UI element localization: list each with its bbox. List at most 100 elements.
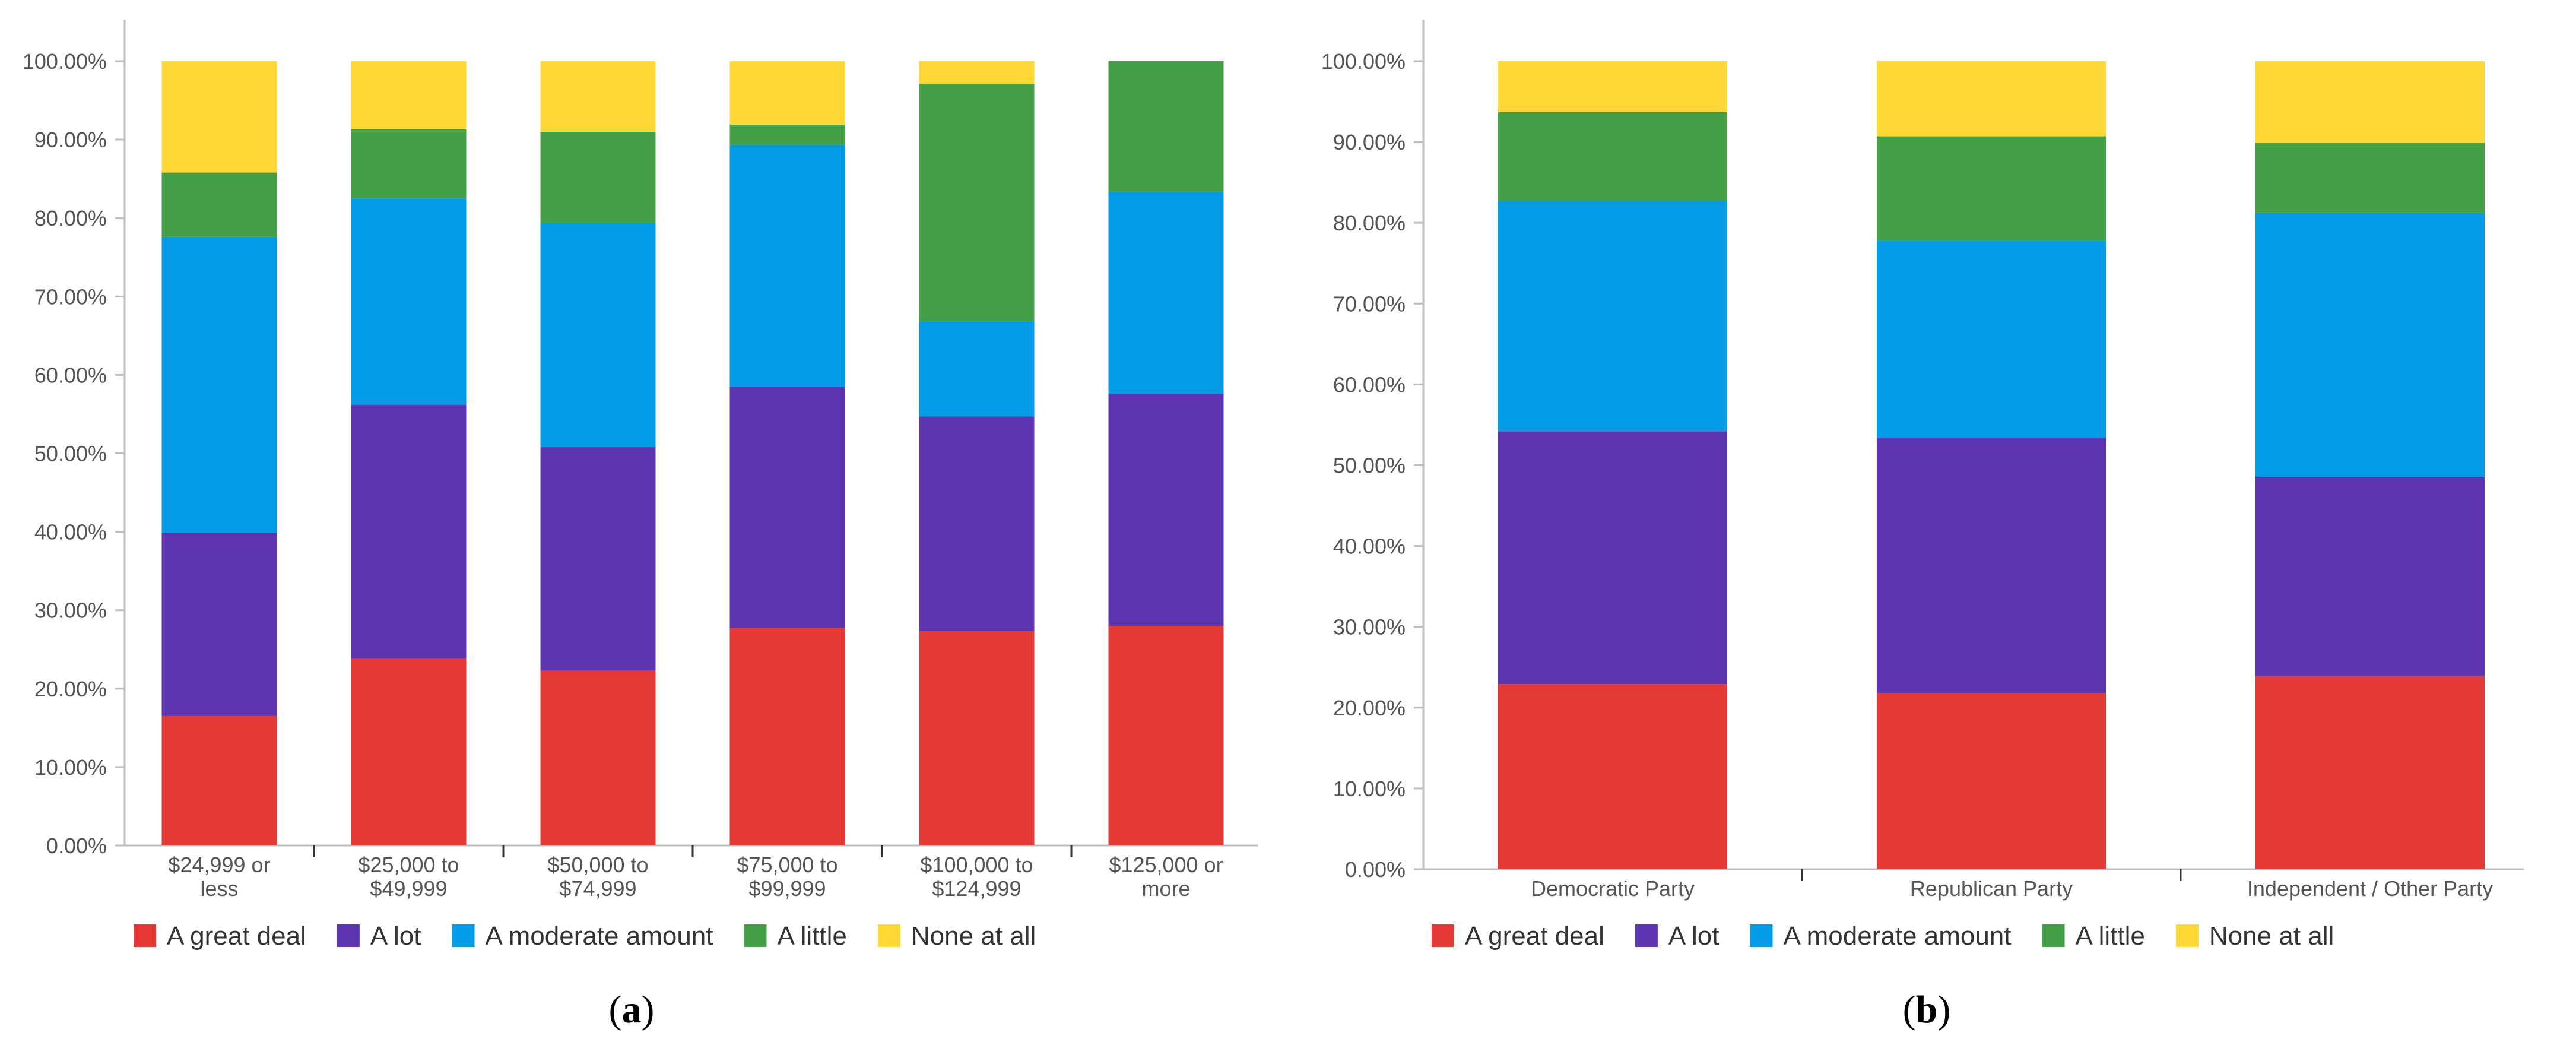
y-tick-label: 70.00% xyxy=(1333,292,1406,316)
x-category-label: $24,999 or less xyxy=(168,853,270,901)
bar-segment-a-lot xyxy=(2255,477,2485,676)
legend-swatch-moderate xyxy=(452,924,475,947)
bar-segment-moderate xyxy=(919,321,1035,417)
bar-segment-moderate xyxy=(2255,213,2485,477)
bar-segment-moderate xyxy=(1877,240,2106,438)
legend-label-a-lot: A lot xyxy=(1668,922,1720,951)
x-category-label: Republican Party xyxy=(1910,876,2073,901)
y-tick-label: 0.00% xyxy=(1345,857,1406,882)
bar-segment-none xyxy=(540,61,656,132)
y-tick-label: 0.00% xyxy=(46,834,107,858)
bar-segment-great-deal xyxy=(1498,684,1727,869)
x-category-label: $100,000 to $124,999 xyxy=(920,853,1033,901)
y-tick-label: 80.00% xyxy=(34,206,107,230)
y-tick-label: 50.00% xyxy=(1333,454,1406,478)
legend-swatch-a-little xyxy=(744,924,767,947)
legend-swatch-great-deal xyxy=(1432,924,1454,947)
panel-label: (a) xyxy=(609,988,655,1031)
x-category-label: $75,000 to $99,999 xyxy=(737,853,837,901)
legend-swatch-a-lot xyxy=(337,924,360,947)
y-tick-label: 40.00% xyxy=(1333,534,1406,559)
bar-segment-a-little xyxy=(2255,142,2485,213)
bar-segment-a-lot xyxy=(351,404,467,659)
bar-segment-great-deal xyxy=(540,670,656,846)
legend-label-a-lot: A lot xyxy=(370,922,421,951)
bar-segment-moderate xyxy=(540,223,656,447)
bar-segment-none xyxy=(2255,61,2485,143)
bar-segment-great-deal xyxy=(729,628,845,846)
legend-label-none: None at all xyxy=(2209,922,2334,951)
y-tick-label: 100.00% xyxy=(23,49,107,74)
y-tick-label: 40.00% xyxy=(34,520,107,544)
y-tick-label: 10.00% xyxy=(1333,777,1406,801)
bar-segment-moderate xyxy=(351,198,467,405)
legend-swatch-none xyxy=(877,924,900,947)
bar-segment-a-lot xyxy=(1498,431,1727,685)
x-category-label: Democratic Party xyxy=(1531,876,1695,901)
bar-segment-moderate xyxy=(1498,201,1727,432)
legend-label-great-deal: A great deal xyxy=(1465,922,1604,951)
legend: A great deal A lot A moderate amount A litt… xyxy=(134,922,1036,951)
y-tick-label: 80.00% xyxy=(1333,211,1406,235)
y-tick-label: 60.00% xyxy=(34,363,107,387)
y-tick-label: 10.00% xyxy=(34,755,107,780)
bar-segment-great-deal xyxy=(919,631,1035,846)
bar-segment-none xyxy=(1498,61,1727,112)
legend-label-moderate: A moderate amount xyxy=(485,922,713,951)
y-tick-label: 20.00% xyxy=(34,677,107,701)
bar-segment-none xyxy=(351,61,467,129)
legend-swatch-a-lot xyxy=(1635,924,1658,947)
bar-segment-great-deal xyxy=(351,658,467,846)
bar-segment-a-lot xyxy=(1877,438,2106,694)
legend-label-a-little: A little xyxy=(2076,922,2145,951)
bar-segment-a-lot xyxy=(919,416,1035,632)
legend: A great deal A lot A moderate amount A litt… xyxy=(1432,922,2334,951)
legend-label-great-deal: A great deal xyxy=(167,922,306,951)
bar-segment-a-lot xyxy=(1108,394,1224,626)
legend-swatch-a-little xyxy=(2042,924,2065,947)
legend-swatch-great-deal xyxy=(134,924,156,947)
bar-segment-great-deal xyxy=(2255,676,2485,869)
panel-label: (b) xyxy=(1903,988,1951,1031)
bar-segment-great-deal xyxy=(1877,693,2106,869)
y-tick-label: 30.00% xyxy=(34,598,107,623)
panel-b-party-chart: 0.00% 10.00% 20.00% 30.00% 40.00% 50.00% 60.00… xyxy=(1321,20,2524,1031)
bar-segment-a-lot xyxy=(161,532,277,717)
y-tick-label: 90.00% xyxy=(1333,130,1406,154)
y-tick-label: 60.00% xyxy=(1333,372,1406,397)
legend-label-a-little: A little xyxy=(778,922,847,951)
bar-segment-none xyxy=(729,61,845,125)
x-category-label: $25,000 to $49,999 xyxy=(358,853,459,901)
bar-segment-a-little xyxy=(1877,136,2106,241)
y-tick-label: 50.00% xyxy=(34,442,107,466)
x-category-label: $50,000 to $74,999 xyxy=(547,853,648,901)
legend-swatch-moderate xyxy=(1750,924,1773,947)
y-tick-label: 30.00% xyxy=(1333,615,1406,639)
legend-swatch-none xyxy=(2175,924,2199,947)
x-category-label: Independent / Other Party xyxy=(2247,876,2493,901)
panel-a-income-chart: 0.00% 10.00% 20.00% 30.00% 40.00% 50.00% 60.00… xyxy=(23,20,1258,1031)
bar-segment-none xyxy=(161,61,277,173)
bar-segment-great-deal xyxy=(1108,626,1224,846)
bar-segment-moderate xyxy=(1108,192,1224,394)
bar-segment-a-little xyxy=(1108,61,1224,192)
y-tick-label: 70.00% xyxy=(34,284,107,309)
bar-segment-moderate xyxy=(729,145,845,387)
legend-label-none: None at all xyxy=(911,922,1036,951)
bar-segment-a-little xyxy=(351,129,467,199)
bar-segment-a-lot xyxy=(729,387,845,629)
y-tick-label: 20.00% xyxy=(1333,696,1406,720)
bar-segment-a-little xyxy=(540,131,656,223)
x-category-label: $125,000 or more xyxy=(1109,853,1223,901)
bar-segment-none xyxy=(919,61,1035,84)
bar-segment-a-little xyxy=(729,125,845,145)
bar-segment-a-little xyxy=(1498,112,1727,201)
y-tick-label: 100.00% xyxy=(1321,49,1406,74)
bar-segment-moderate xyxy=(161,236,277,533)
bar-segment-none xyxy=(1877,61,2106,137)
y-tick-label: 90.00% xyxy=(34,128,107,152)
bar-segment-great-deal xyxy=(161,716,277,846)
legend-label-moderate: A moderate amount xyxy=(1783,922,2011,951)
bar-segment-a-lot xyxy=(540,446,656,671)
